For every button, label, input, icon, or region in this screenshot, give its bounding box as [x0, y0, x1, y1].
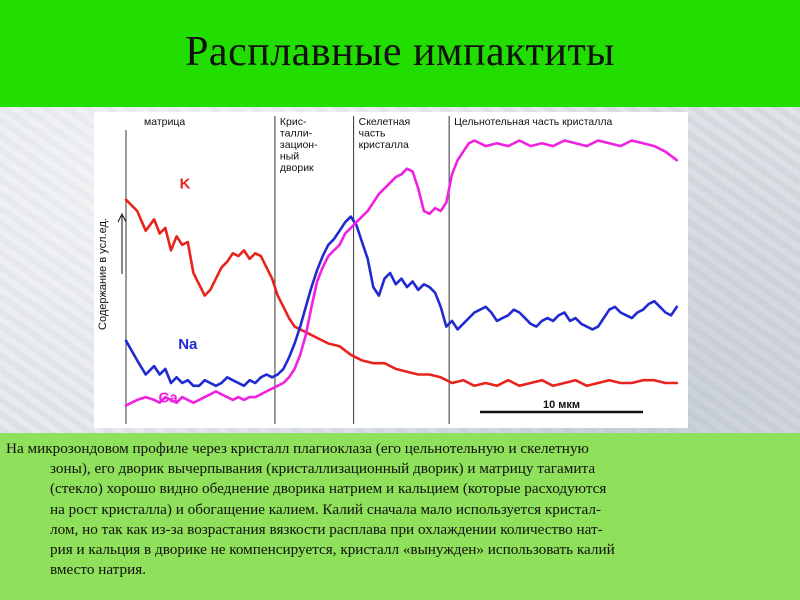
zone-label-line: часть [359, 128, 386, 140]
chart: Содержание в усл.ед. матрица Крис-талли-за… [94, 112, 688, 428]
zone-label-line: Цельнотельная часть кристалла [454, 116, 612, 128]
caption-line: лом, но так как из-за возрастания вязкос… [50, 520, 603, 538]
caption-line: (стекло) хорошо видно обеднение дворика … [50, 480, 607, 498]
caption-line: На микрозондовом профиле через кристалл … [6, 440, 589, 457]
series-line-ca [124, 139, 679, 407]
zone-label-line: ный [280, 151, 299, 163]
zone-label-line: зацион- [280, 139, 318, 151]
zone-label: матрица [144, 116, 185, 128]
title-bar: Расплавные импактиты [0, 0, 800, 107]
caption-box: На микрозондовом профиле через кристалл … [0, 433, 800, 600]
slide-title: Расплавные импактиты [185, 29, 615, 75]
series-line-k [124, 198, 679, 388]
zone-label-line: дворик [280, 162, 314, 174]
caption-text: На микрозондовом профиле через кристалл … [6, 439, 794, 580]
caption-line: рия и кальция в дворике не компенсируетс… [50, 541, 615, 559]
chart-svg: Содержание в усл.ед. матрица Крис-талли-за… [97, 116, 679, 424]
zone-label: Крис-талли-зацион-ный дворик [280, 116, 318, 174]
zone-label: Цельнотельная часть кристалла [454, 116, 612, 128]
caption-line: на рост кристалла) и обогащение калием. … [50, 500, 602, 518]
y-axis-label: Содержание в усл.ед. [97, 218, 109, 330]
caption-line: зоны), его дворик вычерпывания (кристалл… [50, 460, 596, 478]
y-axis-arrowhead [117, 212, 127, 223]
series-label-k: K [180, 175, 191, 192]
series-label-na: Na [178, 336, 198, 353]
caption-line: вместо натрия. [50, 561, 147, 579]
scale-bar-label: 10 мкм [543, 399, 580, 411]
zone-label-line: Скелетная [359, 116, 411, 128]
zone-label-line: Крис- [280, 116, 307, 128]
zone-label-line: матрица [144, 116, 185, 128]
zone-label-line: талли- [280, 128, 313, 140]
series-line-na [124, 215, 679, 388]
zone-label-line: кристалла [359, 139, 409, 151]
zone-label: Скелетная часть кристалла [359, 116, 411, 151]
series-label-ca: Ca [159, 390, 179, 407]
